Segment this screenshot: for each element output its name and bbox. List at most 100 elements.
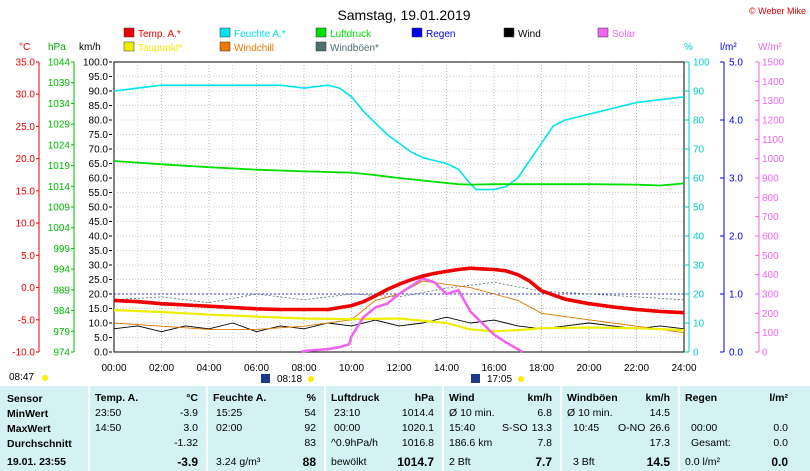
pressure-unit: hPa bbox=[48, 42, 66, 53]
label-min: MinWert bbox=[7, 408, 49, 420]
legend-swatch bbox=[411, 27, 423, 38]
temp-tick-label: 35.0 bbox=[16, 58, 36, 69]
temp-tick-label: -10.0 bbox=[12, 348, 35, 359]
temp-tick-label: 10.0 bbox=[16, 219, 36, 230]
header-gust: Windböen bbox=[567, 392, 618, 404]
weather-chart: Samstag, 19.01.2019 © Weber Mike Temp. A… bbox=[9, 6, 806, 385]
legend-label: Windchill bbox=[234, 43, 274, 54]
separator bbox=[678, 386, 680, 471]
temp-max-time: 14:50 bbox=[95, 422, 122, 434]
hum-min-time: 15:25 bbox=[216, 407, 243, 419]
wind-max-time: 15:40 bbox=[449, 422, 476, 434]
header-sensor: Sensor bbox=[7, 393, 43, 405]
hum-abs: 3.24 g/m³ bbox=[216, 456, 261, 468]
temp-tick-label: 30.0 bbox=[16, 90, 36, 101]
gust-max-val: 26.6 bbox=[649, 422, 670, 434]
y-axes: 35.0 30.0 25.0 20.0 15.0 10.0 5.0 0.0 -5.0 -10.0 1… bbox=[12, 58, 784, 359]
pressure-tick-label: 994 bbox=[53, 265, 70, 276]
gust-current-val: 14.5 bbox=[646, 455, 670, 469]
press-forecast: bewölkt bbox=[331, 456, 367, 468]
separator bbox=[560, 386, 562, 471]
temp-unit: °C bbox=[19, 42, 30, 53]
pressure-column: Luftdruck hPa 23:10 1014.4 00:00 1020.1 … bbox=[328, 386, 440, 471]
humidity-tick-label: 70 bbox=[693, 145, 705, 156]
hum-current-val: 88 bbox=[302, 455, 316, 469]
wind-tick-label: 45.0 bbox=[89, 217, 109, 228]
x-tick-label: 18:00 bbox=[529, 363, 554, 374]
sun-icon bbox=[308, 376, 314, 382]
wind-tick-label: 50.0 bbox=[89, 203, 109, 214]
wind-min-label: Ø 10 min. bbox=[449, 407, 495, 419]
temp-min-time: 23:50 bbox=[95, 407, 122, 419]
humidity-column: Feuchte A. % 15:25 54 02:00 92 83 3.24 g… bbox=[210, 386, 322, 471]
legend-label: Feuchte A.* bbox=[234, 29, 286, 40]
pressure-tick-label: 1044 bbox=[48, 58, 71, 69]
x-tick-label: 12:00 bbox=[386, 363, 411, 374]
pressure-tick-label: 984 bbox=[53, 306, 70, 317]
series-line-wind bbox=[113, 316, 685, 333]
x-tick-label: 14:00 bbox=[434, 363, 459, 374]
hum-max-val: 92 bbox=[304, 422, 316, 434]
temp-tick-label: -5.0 bbox=[18, 315, 36, 326]
legend-label: Wind bbox=[518, 29, 541, 40]
solar-tick-label: 1500 bbox=[762, 58, 785, 69]
solar-tick-label: 0 bbox=[762, 348, 768, 359]
header-humidity-unit: % bbox=[306, 392, 316, 404]
wind-tick-label: 55.0 bbox=[89, 188, 109, 199]
series-line-windchill bbox=[113, 280, 685, 334]
wind-tick-label: 65.0 bbox=[89, 159, 109, 170]
legend-label: Windböen* bbox=[330, 43, 379, 54]
temp-tick-label: 0.0 bbox=[21, 283, 35, 294]
wind-tick-label: 10.0 bbox=[89, 319, 109, 330]
wind-max-val: 13.3 bbox=[531, 422, 552, 434]
wind-distance: 186.6 km bbox=[449, 437, 493, 449]
header-humidity: Feuchte A. bbox=[213, 392, 267, 404]
pressure-tick-label: 999 bbox=[53, 244, 70, 255]
temp-current-val: -3.9 bbox=[177, 455, 198, 469]
solar-tick-label: 500 bbox=[762, 251, 779, 262]
header-pressure: Luftdruck bbox=[331, 392, 380, 404]
header-temp: Temp. A. bbox=[95, 392, 139, 404]
series-group bbox=[113, 84, 685, 354]
pressure-tick-label: 1039 bbox=[48, 78, 71, 89]
x-tick-label: 02:00 bbox=[149, 363, 174, 374]
legend-swatch bbox=[123, 41, 135, 52]
series-line-solar bbox=[301, 277, 524, 354]
pressure-tick-label: 989 bbox=[53, 285, 70, 296]
pressure-tick-label: 1034 bbox=[48, 99, 71, 110]
solar-unit: W/m² bbox=[758, 42, 783, 53]
wind-tick-label: 30.0 bbox=[89, 261, 109, 272]
pressure-tick-label: 1004 bbox=[48, 223, 71, 234]
x-tick-label: 22:00 bbox=[624, 363, 649, 374]
sensor-column: Sensor MinWert MaxWert Durchschnitt 19.0… bbox=[0, 386, 88, 471]
solar-tick-label: 600 bbox=[762, 232, 779, 243]
wind-tick-label: 35.0 bbox=[89, 246, 109, 257]
timestamp-label: 08:47 bbox=[9, 372, 34, 383]
separator bbox=[206, 386, 208, 471]
rain-max-val: 0.0 bbox=[773, 422, 788, 434]
rain-total-label: Gesamt: bbox=[691, 437, 731, 449]
sunset-time: 17:05 bbox=[487, 374, 512, 385]
solar-tick-label: 1200 bbox=[762, 116, 785, 127]
hum-avg-val: 83 bbox=[304, 437, 316, 449]
press-current-val: 1014.7 bbox=[397, 455, 434, 469]
separator bbox=[88, 386, 90, 471]
legend-label: Temp. A.* bbox=[138, 29, 181, 40]
gust-bft: 3 Bft bbox=[573, 456, 595, 468]
gust-max-time: 10:45 bbox=[573, 422, 600, 434]
legend-swatch bbox=[219, 27, 231, 38]
wind-bft: 2 Bft bbox=[449, 456, 471, 468]
temp-min-val: -3.9 bbox=[179, 407, 198, 419]
sun-icon bbox=[42, 375, 48, 381]
solar-tick-label: 800 bbox=[762, 193, 779, 204]
rain-total-val: 0.0 bbox=[773, 437, 788, 449]
wind-unit: km/h bbox=[79, 42, 101, 53]
header-pressure-unit: hPa bbox=[414, 392, 434, 404]
label-avg: Durchschnitt bbox=[7, 438, 72, 450]
time-markers: 08:47 08:18 17:05 bbox=[9, 372, 524, 385]
wind-tick-label: 5.0 bbox=[94, 333, 108, 344]
rain-max-time: 00:00 bbox=[691, 422, 718, 434]
gust-min-val: 14.5 bbox=[649, 407, 670, 419]
rain-current-label: 0.0 l/m² bbox=[685, 456, 721, 468]
solar-tick-label: 700 bbox=[762, 212, 779, 223]
